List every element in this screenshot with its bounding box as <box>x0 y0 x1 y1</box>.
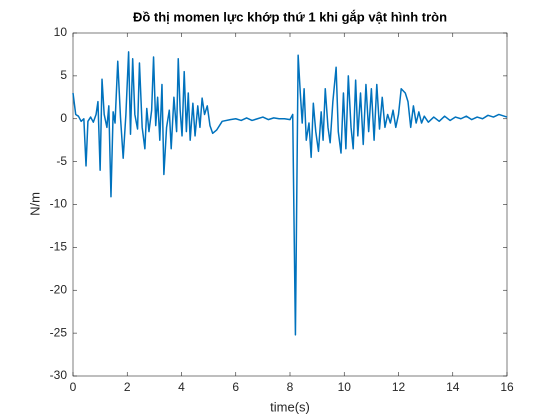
y-tick-label: -10 <box>50 197 68 211</box>
x-tick-label: 12 <box>392 380 406 394</box>
x-tick-label: 2 <box>124 380 131 394</box>
x-tick-label: 4 <box>178 380 185 394</box>
y-tick-label: -15 <box>50 240 68 254</box>
x-tick-label: 14 <box>446 380 460 394</box>
x-tick-label: 10 <box>338 380 352 394</box>
x-tick-label: 16 <box>500 380 514 394</box>
y-tick-label: 5 <box>60 68 67 82</box>
x-tick-label: 6 <box>232 380 239 394</box>
x-tick-label: 0 <box>70 380 77 394</box>
y-tick-label: -30 <box>50 368 68 382</box>
y-tick-label: 0 <box>60 111 67 125</box>
x-axis-label: time(s) <box>270 399 310 414</box>
plot-area <box>72 32 508 377</box>
y-tick-label: -5 <box>56 154 67 168</box>
chart-title: Đồ thị momen lực khớp thứ 1 khi gắp vật … <box>133 9 447 24</box>
y-tick-label: 10 <box>54 25 68 39</box>
y-axis-label: N/m <box>27 192 42 216</box>
data-line <box>72 51 508 336</box>
y-tick-label: -20 <box>50 282 68 296</box>
y-tick-label: -25 <box>50 325 68 339</box>
x-tick-label: 8 <box>287 380 294 394</box>
